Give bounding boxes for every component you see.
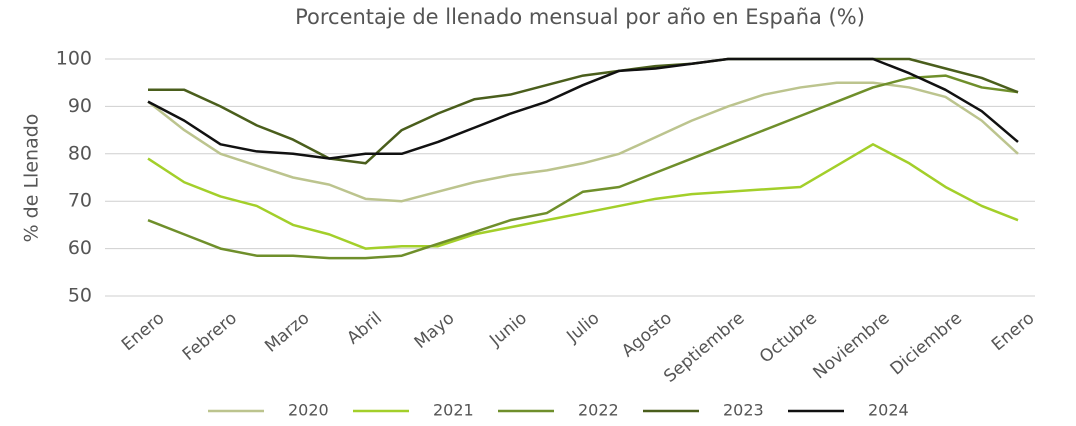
- series-line: [147, 57, 1019, 160]
- y-tick-label: 70: [68, 190, 92, 212]
- x-tick-label: Diciembre: [887, 308, 966, 379]
- series-line: [148, 57, 1019, 165]
- legend-label: 2023: [723, 401, 764, 420]
- x-tick-label: Septiembre: [660, 308, 748, 387]
- x-tick-label: Enero: [118, 308, 168, 355]
- series-line: [147, 74, 1019, 260]
- x-tick-label: Noviembre: [809, 308, 893, 383]
- x-tick-label: Mayo: [411, 308, 459, 353]
- series-line: [147, 143, 1019, 250]
- legend-label: 2022: [578, 401, 619, 420]
- chart-title: Porcentaje de llenado mensual por año en…: [295, 5, 865, 29]
- series-line: [147, 81, 1019, 203]
- y-tick-label: 60: [68, 237, 92, 259]
- x-tick-label: Octubre: [756, 308, 821, 367]
- y-tick-label: 50: [68, 285, 92, 307]
- y-tick-label: 80: [68, 142, 92, 164]
- y-tick-label: 90: [68, 95, 92, 117]
- x-tick-label: Agosto: [618, 308, 676, 361]
- legend-label: 2020: [288, 401, 329, 420]
- legend-label: 2021: [433, 401, 474, 420]
- x-tick-label: Marzo: [261, 308, 313, 356]
- x-tick-label: Junio: [485, 308, 531, 351]
- x-tick-label: Enero: [988, 308, 1038, 355]
- x-tick-label: Febrero: [179, 308, 241, 365]
- y-tick-label: 100: [56, 48, 92, 70]
- x-tick-label: Julio: [563, 308, 604, 347]
- legend-label: 2024: [868, 401, 909, 420]
- y-axis-label: % de Llenado: [21, 114, 43, 243]
- x-tick-label: Abril: [343, 308, 386, 348]
